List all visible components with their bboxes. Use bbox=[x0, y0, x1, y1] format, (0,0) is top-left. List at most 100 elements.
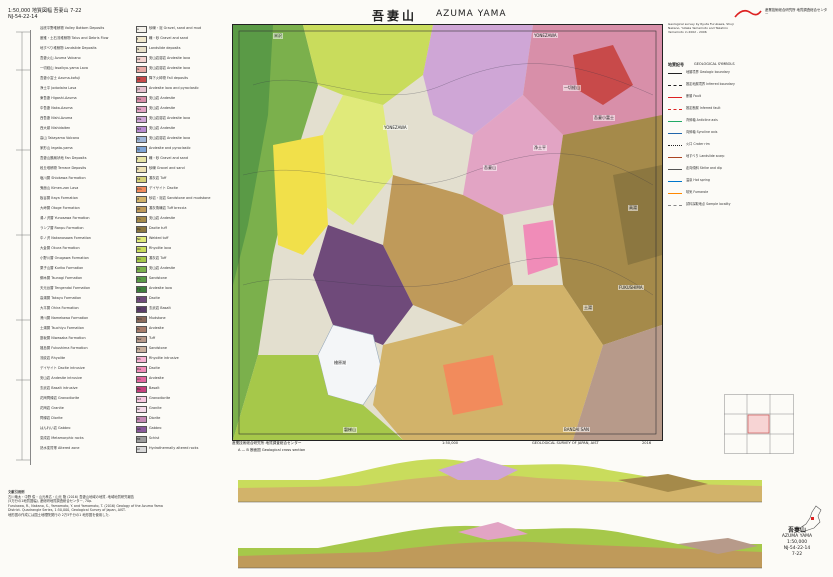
legend-unit-code: Na bbox=[137, 106, 141, 111]
legend-swatch bbox=[136, 386, 147, 393]
legend-swatch bbox=[136, 316, 147, 323]
legend-unit-code: Ts bbox=[137, 326, 140, 331]
legend-unit-code: f bbox=[137, 156, 138, 161]
unit-niwasaka bbox=[573, 325, 662, 440]
legend-row: 谷底平野堆積物 Valley Bottom Deposits a 砂礫・泥 Grav… bbox=[8, 26, 230, 33]
legend-row: はんれい岩 Gabbro Gb Gabbro bbox=[8, 426, 230, 433]
legend-unit-code: On bbox=[137, 256, 141, 261]
symbol-label: 向斜軸 Syncline axis bbox=[686, 130, 718, 134]
legend-row: 綱木層 Tsunagi Formation Tn Sandstone bbox=[8, 276, 230, 283]
legend-unit-name: 吾妻山麓扇状地 Fan Deposits bbox=[40, 156, 87, 160]
legend-row: ランプ層 Ranpu Formation Rp Dacite tuff bbox=[8, 226, 230, 233]
legend-swatch bbox=[136, 376, 147, 383]
legend-swatch bbox=[136, 56, 147, 63]
symbol-row: 火口 Crater rim bbox=[668, 142, 828, 150]
legend-row: デイサイト Dacite intrusive Da Dacite bbox=[8, 366, 230, 373]
legend-description: Andesite lava and pyroclastic bbox=[149, 86, 199, 90]
legend-unit-code: Ak bbox=[137, 76, 141, 81]
legend-row: 高山 Takayama Volcano Ty 安山岩溶岩 Andesite lava bbox=[8, 136, 230, 143]
legend-swatch bbox=[136, 26, 147, 33]
citation-heading: 文献引用例 bbox=[8, 490, 25, 494]
legend-row: 変成岩 Metamorphic rocks Mt Schist bbox=[8, 436, 230, 443]
legend-unit-code: It bbox=[137, 196, 139, 201]
symbol-row: 走向傾斜 Strike and dip bbox=[668, 166, 828, 174]
legend-unit-name: 栗子山層 Kuriko Formation bbox=[40, 266, 84, 270]
legend-unit-name: 崖錐・土石流堆積物 Talus and Debris Flow bbox=[40, 36, 109, 40]
citation-notes: 文献引用例 古川竜太・中野 俊・山元孝広・山元 隆 (2016) 吾妻山地域の地… bbox=[8, 490, 230, 518]
unit-okura bbox=[303, 25, 433, 105]
legend-row: 吾妻小富士 Azuma-kofuji Ak 降下火砕物 Fall deposits bbox=[8, 76, 230, 83]
legend-unit-name: 土湯層 Tsuchiyu Formation bbox=[40, 326, 84, 330]
north-label-jp: 米沢 bbox=[273, 33, 283, 39]
legend-unit-code: Ty bbox=[137, 136, 140, 141]
legend-swatch bbox=[136, 366, 147, 373]
symbol-line-icon bbox=[668, 157, 682, 158]
legend-row: 栗子山層 Kuriko Formation Kr 安山岩 Andesite bbox=[8, 266, 230, 273]
legend-unit-name: 谷底平野堆積物 Valley Bottom Deposits bbox=[40, 26, 105, 30]
cross-section-svg bbox=[238, 458, 762, 569]
unit-yellow-fan bbox=[273, 135, 328, 255]
symbol-line-icon bbox=[668, 73, 682, 74]
legend-row: 塩川層 Shiokawa Formation Sk 凝灰岩 Tuff bbox=[8, 176, 230, 183]
unit-dacite bbox=[523, 220, 558, 275]
legend-row: 閃緑岩 Diorite Di Diorite bbox=[8, 416, 230, 423]
authors-text: Geological survey by Ryuta Furukawa, Shu… bbox=[668, 22, 734, 34]
legend-row: 吾妻火山 Azuma Volcano Az 安山岩溶岩 Andesite lava bbox=[8, 56, 230, 63]
legend-row: 大倉層 Okura Formation Ok Rhyolite lava bbox=[8, 246, 230, 253]
legend-unit-name: 中吾妻 Naka-Azuma bbox=[40, 106, 73, 110]
legend-swatch bbox=[136, 136, 147, 143]
legend-swatch bbox=[136, 246, 147, 253]
legend-swatch bbox=[136, 446, 147, 453]
sheet-scale: 1:50,000 bbox=[786, 540, 808, 545]
legend-row: 庭坂層 Niwasaka Formation Nw Tuff bbox=[8, 336, 230, 343]
legend-unit-code: Tk bbox=[137, 296, 141, 301]
legend-swatch bbox=[136, 186, 147, 193]
legend-unit-code: An bbox=[137, 376, 141, 381]
citation-line: Furukawa, R., Nakano, S., Yamamoto, Y. a… bbox=[8, 503, 163, 508]
legend-unit-code: Gd bbox=[137, 396, 141, 401]
legend-unit-code: Nw bbox=[137, 336, 142, 341]
symbol-row: 噴気 Fumarole bbox=[668, 190, 828, 198]
legend-unit-code: Ok bbox=[137, 246, 141, 251]
legend-swatch bbox=[136, 356, 147, 363]
legend-unit-code: Di bbox=[137, 416, 140, 421]
legend-unit-name: 地すべり堆積物 Landslide Deposits bbox=[40, 46, 97, 50]
legend-description: Welded tuff bbox=[149, 236, 169, 240]
legend-row: 一切経山 Issaikyo-yama Lava Is 安山岩溶岩 Andesite … bbox=[8, 66, 230, 73]
symbol-line-icon bbox=[668, 97, 682, 98]
legend-unit-name: 玄武岩 Basalt intrusive bbox=[40, 386, 78, 390]
geologic-map[interactable]: 米沢 YONEZAWA 磐梯山 BANDAI SAN YONEZAWA 吾妻山 … bbox=[232, 24, 663, 441]
legend-description: 安山岩溶岩 Andesite lava bbox=[149, 66, 191, 70]
symbol-label: 火口 Crater rim bbox=[686, 142, 710, 146]
footer-year: 2016 bbox=[642, 441, 652, 445]
place-label: 土湯 bbox=[583, 305, 593, 311]
legend-description: Landslide deposits bbox=[149, 46, 181, 50]
legend-description: 礫・砂 Gravel and sand bbox=[149, 36, 189, 40]
legend-row: 福島層 Fukushima Formation Fk Sandstone bbox=[8, 346, 230, 353]
sheet-title-jp: 吾妻山 bbox=[787, 527, 806, 534]
legend-description: Andesite lava bbox=[149, 286, 173, 290]
symbol-row: 地すべり Landslide scarp bbox=[668, 154, 828, 162]
legend-swatch bbox=[136, 156, 147, 163]
legend-swatch bbox=[136, 146, 147, 153]
sheet-title-en: AZUMA YAMA bbox=[781, 534, 813, 539]
series-jp: 1:50,000 地質図幅 吾妻山 7-22 bbox=[8, 8, 82, 14]
unit-onogawa bbox=[233, 355, 403, 440]
legend-swatch bbox=[136, 86, 147, 93]
legend-swatch bbox=[136, 436, 147, 443]
legend-unit-name: 鬼面山 Kimen-zan Lava bbox=[40, 186, 79, 190]
legend-unit-code: Ig bbox=[137, 146, 140, 151]
legend-row: 大平層 Ohira Formation Oh 玄武岩 Basalt bbox=[8, 306, 230, 313]
symbol-label: 断層 Fault bbox=[686, 94, 702, 98]
legend-unit-code: Oh bbox=[137, 306, 141, 311]
symbol-label: 地層境界 Geologic boundary bbox=[686, 70, 730, 74]
legend-unit-code: Tg bbox=[137, 286, 141, 291]
legend-row: 吾妻山麓扇状地 Fan Deposits f 礫・砂 Gravel and sand bbox=[8, 156, 230, 163]
legend-unit-name: 大峠層 Otoge Formation bbox=[40, 206, 80, 210]
symbol-label: 推定地層境界 Inferred boundary bbox=[686, 82, 735, 86]
legend-description: Granite bbox=[149, 406, 162, 410]
place-label: FUKUSHIMA bbox=[618, 285, 644, 290]
legend-unit-code: Da bbox=[137, 366, 141, 371]
symbol-line-icon bbox=[668, 85, 682, 86]
legend-row: 中ノ沢 Nakanosawa Formation Nk Welded tuff bbox=[8, 236, 230, 243]
